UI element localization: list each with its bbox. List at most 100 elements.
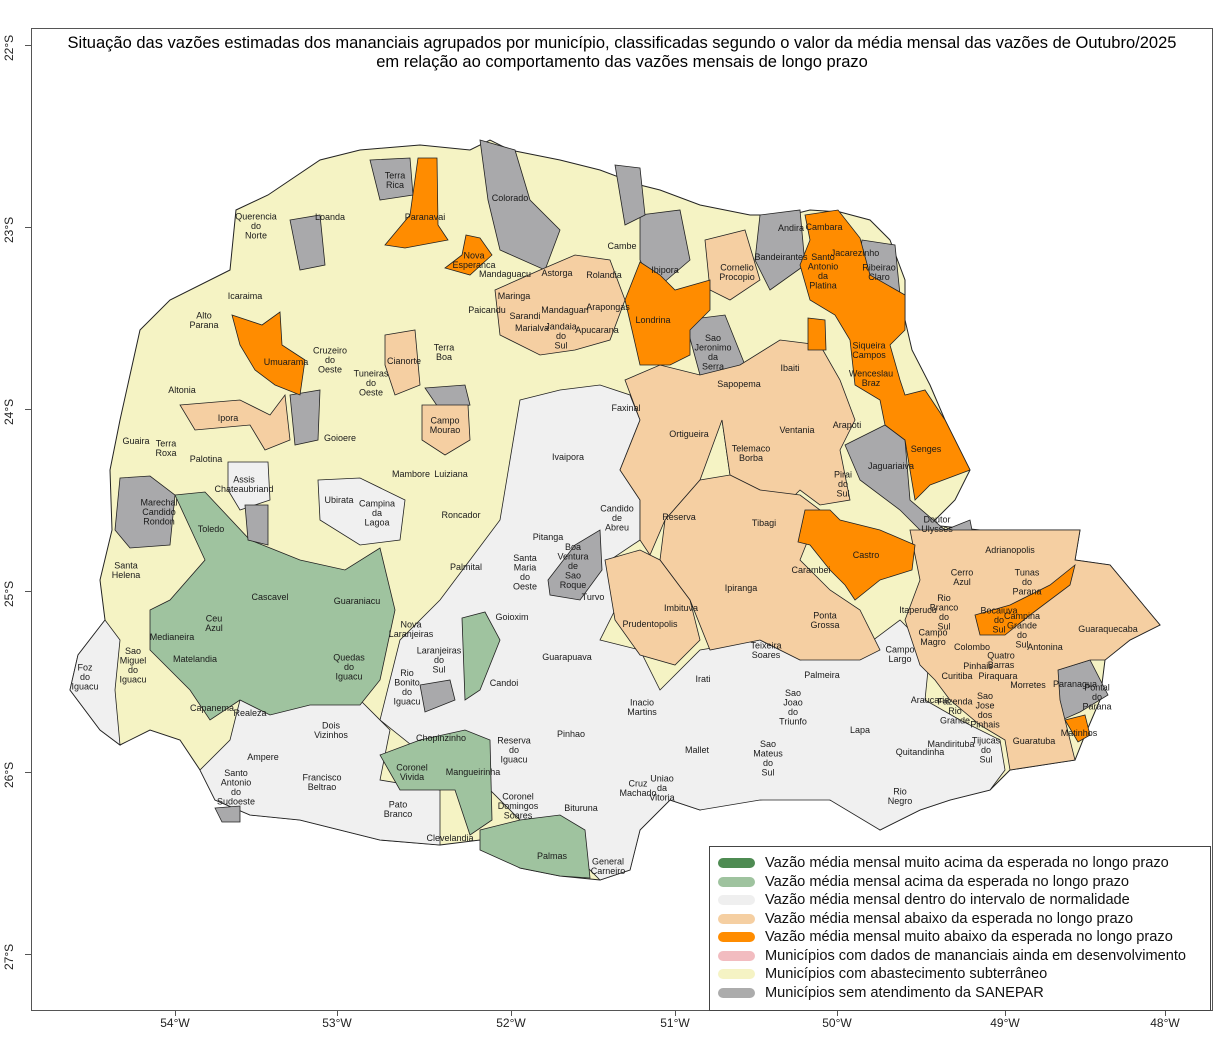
municipality-label: Cornelio Procopio (719, 262, 755, 282)
municipality-label: Coronel Domingos Soares (498, 792, 539, 821)
municipality-label: Candido de Abreu (600, 504, 634, 533)
municipality-label: Sao Joao do Triunfo (779, 688, 807, 727)
zone-abaixo-cianorte (384, 329, 421, 396)
latitude-tick-mark (25, 45, 31, 46)
municipality-label: Clevelandia (426, 833, 473, 843)
legend-label: Municípios com abastecimento subterrâneo (765, 966, 1048, 983)
zone-muito-misc (807, 317, 827, 351)
legend-label: Municípios sem atendimento da SANEPAR (765, 984, 1044, 1001)
municipality-label: Arapongas (586, 302, 630, 312)
legend-swatch-sem-atendimento (718, 987, 755, 998)
municipality-label: Palmeira (804, 670, 840, 680)
zone-abaixo-prudentopolis (604, 549, 701, 666)
zone-muito-norte-pioneiro (799, 209, 971, 501)
municipality-label: Campo Mourao (430, 415, 461, 435)
municipality-label: Sapopema (717, 379, 761, 389)
municipality-label: Inacio Martins (627, 697, 657, 717)
municipality-label: Siqueira Campos (852, 340, 886, 360)
longitude-tick-label: 51°W (660, 1016, 690, 1030)
municipality-label: Quitandinha (896, 747, 945, 757)
legend-label: Vazão média mensal acima da esperada no … (765, 873, 1129, 890)
municipality-label: Jaguariaiva (868, 461, 914, 471)
zone-sem-boa-ventura (547, 529, 603, 601)
municipality-label: Quatro Barras (987, 650, 1015, 670)
municipality-label: Ampere (247, 752, 279, 762)
municipality-label: Ribeirao Claro (862, 262, 896, 282)
municipality-label: Altonia (168, 385, 196, 395)
longitude-tick-label: 53°W (322, 1016, 352, 1030)
municipality-label: Morretes (1010, 680, 1046, 690)
municipality-label: Carambei (791, 565, 830, 575)
municipality-label: Maringa (498, 291, 531, 301)
municipality-label: Palmas (537, 851, 568, 861)
map-title-line-2: em relação ao comportamento das vazões m… (376, 53, 868, 71)
municipality-label: Ibipora (651, 265, 679, 275)
zone-sem-misc-7 (289, 214, 326, 271)
longitude-tick-label: 52°W (496, 1016, 526, 1030)
municipality-label: Guaraniacu (334, 596, 381, 606)
municipality-label: Medianeira (150, 632, 195, 642)
longitude-tick-label: 54°W (160, 1016, 190, 1030)
municipality-label: Imbituva (664, 603, 698, 613)
legend-swatch-abaixo (718, 913, 755, 924)
municipality-label: Adrianopolis (985, 545, 1035, 555)
legend-label: Vazão média mensal dentro do intervalo d… (765, 892, 1130, 909)
municipality-label: Pinhao (557, 729, 585, 739)
municipality-label: Luiziana (434, 469, 468, 479)
municipality-label: Mallet (685, 745, 710, 755)
municipality-label: Sao Mateus do Sul (753, 739, 783, 778)
zone-sem-colorado (479, 139, 561, 271)
municipality-label: Marechal Candido Rondon (140, 498, 177, 527)
municipality-label: Arapoti (833, 420, 862, 430)
municipality-label: Tibagi (752, 518, 776, 528)
legend-item-subterraneo: Municípios com abastecimento subterrâneo (718, 965, 1210, 984)
legend-swatch-em-desenvolvimento (718, 950, 755, 961)
zone-sem-misc-6 (614, 164, 646, 226)
municipality-label: Uniao da Vitoria (649, 774, 674, 803)
municipality-label: Campo Magro (918, 627, 947, 647)
municipality-label: Paicandu (468, 305, 506, 315)
map-title-line-1: Situação das vazões estimadas dos mananc… (67, 34, 1177, 52)
municipality-label: Reserva (662, 512, 696, 522)
legend-item-muito-abaixo: Vazão média mensal muito abaixo da esper… (718, 928, 1210, 947)
municipality-label: Tijucas do Sul (972, 736, 1001, 765)
municipality-label: Ponta Grossa (810, 610, 839, 630)
municipality-label: Querencia do Norte (235, 212, 277, 241)
municipality-label: Pirai do Sul (834, 470, 852, 499)
legend: Vazão média mensal muito acima da espera… (709, 846, 1211, 1011)
municipality-label: Matinhos (1061, 728, 1098, 738)
zone-acima-candoi-strip (461, 611, 501, 701)
municipality-label: Prudentopolis (622, 619, 678, 629)
municipality-label: Campina da Lagoa (359, 499, 395, 528)
municipality-label: Paranavai (405, 212, 446, 222)
municipality-label: Sao Jose dos Pinhais (970, 691, 1000, 730)
legend-item-normal: Vazão média mensal dentro do intervalo d… (718, 891, 1210, 910)
municipality-label: Sao Jeronimo da Serra (694, 333, 731, 372)
municipality-label: Candoi (490, 678, 519, 688)
municipality-label: Telemaco Borba (732, 443, 771, 463)
municipality-label: Pitanga (533, 532, 564, 542)
latitude-tick-label: 25°S (2, 580, 16, 607)
municipality-label: Santa Helena (112, 560, 141, 580)
municipality-label: Lapa (850, 725, 870, 735)
municipality-label: Rio Branco do Sul (930, 593, 959, 632)
municipality-label: Cerro Azul (951, 567, 974, 587)
zone-normal-southwest (199, 689, 441, 846)
municipality-label: Guarapuava (542, 652, 592, 662)
municipality-label: Senges (911, 444, 942, 454)
latitude-tick-label: 23°S (2, 216, 16, 243)
zone-abaixo-ipora (179, 393, 291, 451)
municipality-label: Reserva do Iguacu (497, 736, 531, 765)
municipality-label: Foz do Iguacu (71, 663, 98, 692)
latitude-tick-label: 27°S (2, 943, 16, 970)
municipality-label: General Carneiro (591, 856, 626, 876)
municipality-label: Tuneiras do Oeste (354, 369, 389, 398)
longitude-tick-mark (837, 1011, 838, 1016)
municipality-label: Turvo (582, 592, 605, 602)
municipality-label: Laranjeiras do Sul (417, 646, 462, 675)
municipality-label: Mandaguacu (479, 269, 531, 279)
municipality-label: Guaratuba (1013, 736, 1056, 746)
legend-item-muito-acima: Vazão média mensal muito acima da espera… (718, 854, 1210, 873)
municipality-label: Mandaguari (541, 305, 589, 315)
municipality-label: Cambara (805, 222, 842, 232)
